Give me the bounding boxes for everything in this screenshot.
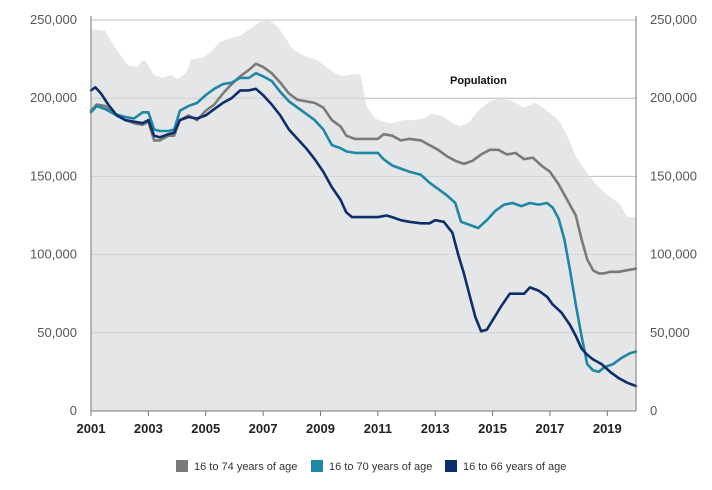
y-tick-label-right: 50,000: [650, 325, 690, 340]
x-tick-label: 2009: [306, 421, 335, 436]
y-tick-label-left: 0: [70, 403, 77, 418]
population-area: [91, 20, 636, 411]
x-tick-label: 2003: [134, 421, 163, 436]
series-area-population: [91, 20, 636, 411]
series-line-3: [89, 86, 638, 388]
legend-item: 16 to 74 years of age: [176, 460, 297, 473]
legend-label: 16 to 74 years of age: [194, 461, 297, 473]
x-tick-label: 2011: [364, 421, 392, 436]
y-tick-label-right: 250,000: [650, 12, 697, 27]
axes: [90, 16, 637, 416]
legend-item: 16 to 70 years of age: [311, 460, 432, 473]
legend-label: 16 to 66 years of age: [463, 461, 566, 473]
legend: 16 to 74 years of age 16 to 70 years of a…: [176, 460, 566, 473]
x-tick-label: 2007: [249, 421, 278, 436]
y-tick-label-left: 150,000: [30, 168, 77, 183]
tick-labels: 0 0 50,000 50,000 100,000 100,000 150,000 150,0…: [30, 12, 697, 436]
x-tick-label: 2019: [593, 421, 622, 436]
x-tick-label: 2005: [191, 421, 220, 436]
legend-swatch: [176, 460, 188, 472]
legend-item: 16 to 66 years of age: [445, 460, 566, 473]
y-tick-label-left: 200,000: [30, 90, 77, 105]
x-tick-label: 2013: [421, 421, 450, 436]
grid-overlay: [91, 19, 636, 334]
legend-label: 16 to 70 years of age: [329, 461, 432, 473]
y-tick-label-left: 100,000: [30, 247, 77, 262]
legend-swatch: [445, 460, 457, 472]
y-tick-label-right: 150,000: [650, 168, 697, 183]
series-lines: [89, 62, 638, 388]
x-tick-label: 2017: [535, 421, 564, 436]
x-tick-label: 2015: [478, 421, 507, 436]
series-line-2: [89, 71, 638, 374]
y-tick-label-right: 100,000: [650, 247, 697, 262]
y-tick-label-right: 200,000: [650, 90, 697, 105]
y-tick-label-left: 50,000: [37, 325, 77, 340]
y-tick-label-left: 250,000: [30, 12, 77, 27]
legend-swatch: [311, 460, 323, 472]
y-tick-label-right: 0: [650, 403, 657, 418]
x-tick-label: 2001: [77, 421, 106, 436]
population-annotation: Population: [450, 75, 507, 87]
